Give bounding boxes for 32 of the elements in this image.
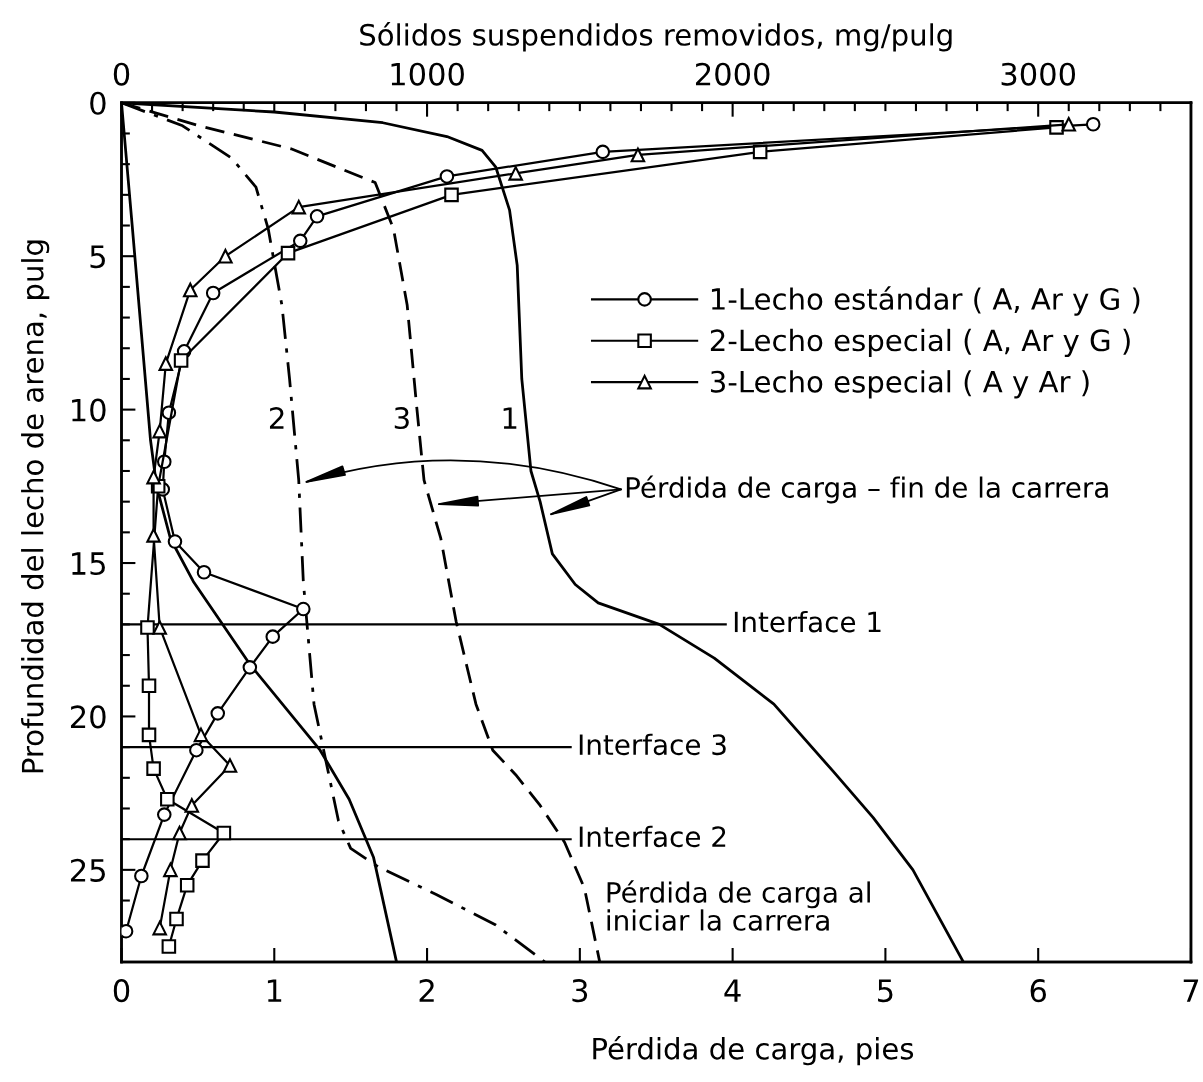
y-axis-title: Profundidad del lecho de arena, pulg <box>21 240 50 773</box>
x-tick-label: 4 <box>724 979 741 1002</box>
ref-line-label: Interface 2 <box>579 825 726 848</box>
legend-label: 3-Lecho especial ( A y Ar ) <box>710 370 1089 399</box>
y-tick-label: 15 <box>72 552 105 576</box>
y-tick-label: 25 <box>70 858 105 882</box>
x2-tick-label: 3000 <box>1001 62 1076 86</box>
y-tick-label: 20 <box>70 705 106 729</box>
x-tick-label: 7 <box>1183 979 1199 1002</box>
series-label: 1 <box>503 407 517 429</box>
x2-tick-label: 0 <box>113 62 130 86</box>
x-tick-label: 6 <box>1030 979 1046 1003</box>
x-tick-label: 5 <box>878 979 893 1003</box>
x2-tick-label: 2000 <box>695 62 770 86</box>
legend-label: 2-Lecho especial ( A, Ar y G ) <box>710 328 1130 358</box>
legend-label: 1-Lecho estándar ( A, Ar y G ) <box>711 286 1140 316</box>
annotation: Pérdida de carga al iniciar la carrera <box>607 880 870 931</box>
ref-line-label: Interface 3 <box>579 733 726 756</box>
series-label: 3 <box>394 407 409 430</box>
x2-tick-label: 1000 <box>391 62 464 86</box>
y-tick-label: 5 <box>90 245 105 269</box>
x-tick-label: 3 <box>572 979 588 1003</box>
ref-line-label: Interface 1 <box>734 610 881 633</box>
x2-axis-title: Sólidos suspendidos removidos, mg/pulg <box>360 22 952 52</box>
x-tick-label: 1 <box>267 979 282 1002</box>
x-tick-label: 2 <box>419 979 434 1002</box>
y-tick-label: 0 <box>90 91 106 115</box>
y-tick-label: 10 <box>72 398 106 422</box>
x-tick-label: 0 <box>113 979 130 1003</box>
series-label: 2 <box>269 407 284 429</box>
x-axis-title: Pérdida de carga, pies <box>593 1035 914 1066</box>
annotation: Pérdida de carga – fin de la carrera <box>626 475 1108 504</box>
